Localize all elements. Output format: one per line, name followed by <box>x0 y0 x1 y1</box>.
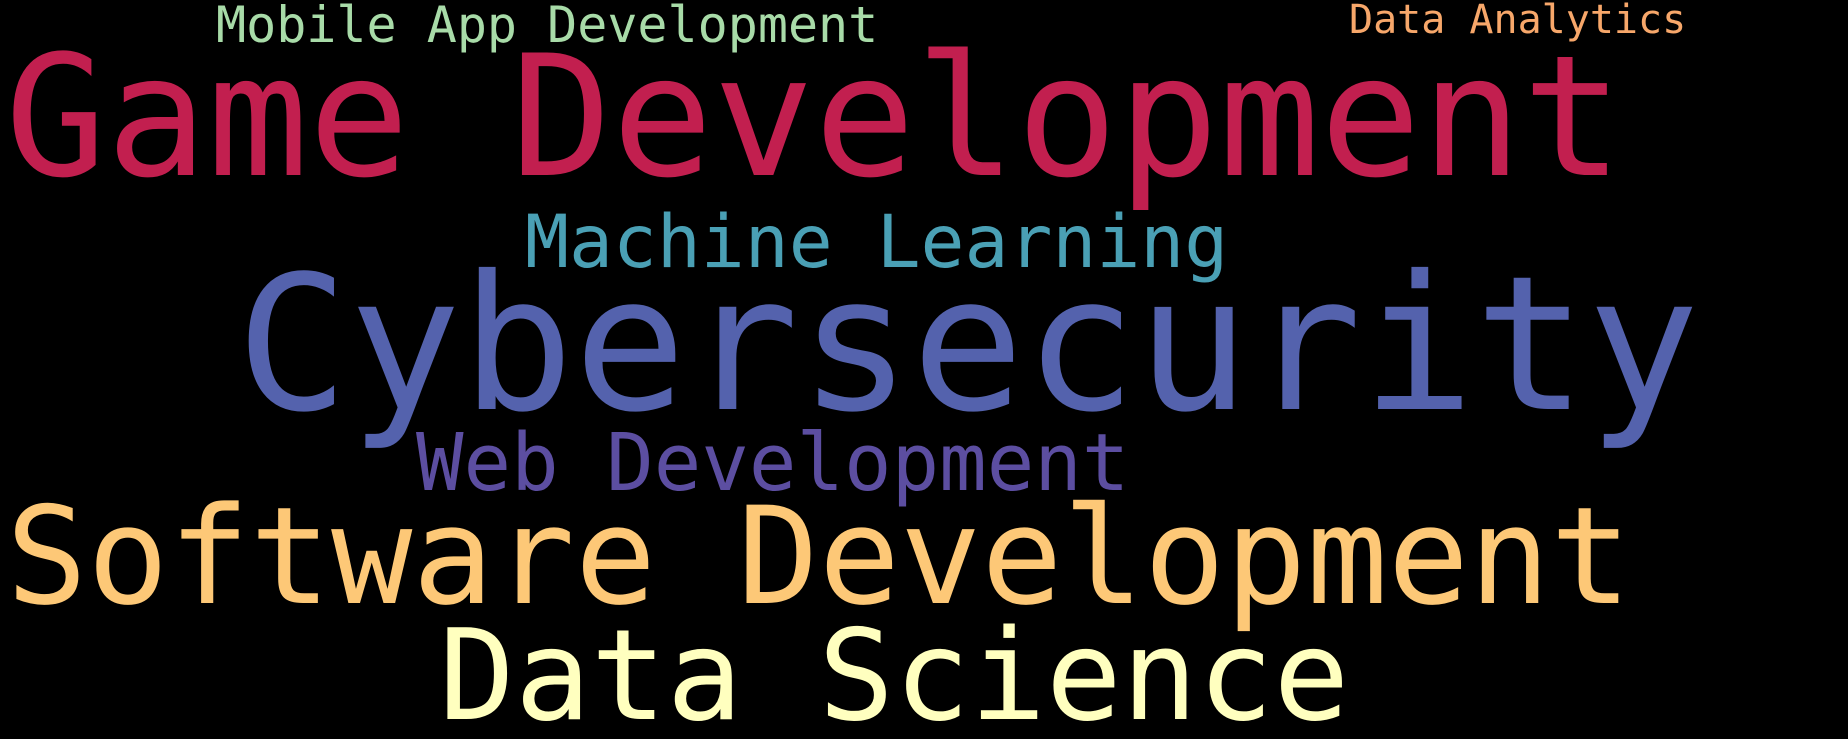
word-data-analytics: Data Analytics <box>1349 0 1687 43</box>
word-data-science: Data Science <box>439 602 1350 739</box>
word-machine-learning: Machine Learning <box>525 200 1229 285</box>
word-mobile-app-development: Mobile App Development <box>216 0 879 54</box>
word-web-development: Web Development <box>416 417 1130 509</box>
word-software-development: Software Development <box>6 478 1632 635</box>
word-cybersecurity: Cybersecurity <box>236 236 1700 454</box>
word-game-development: Game Development <box>5 19 1624 215</box>
